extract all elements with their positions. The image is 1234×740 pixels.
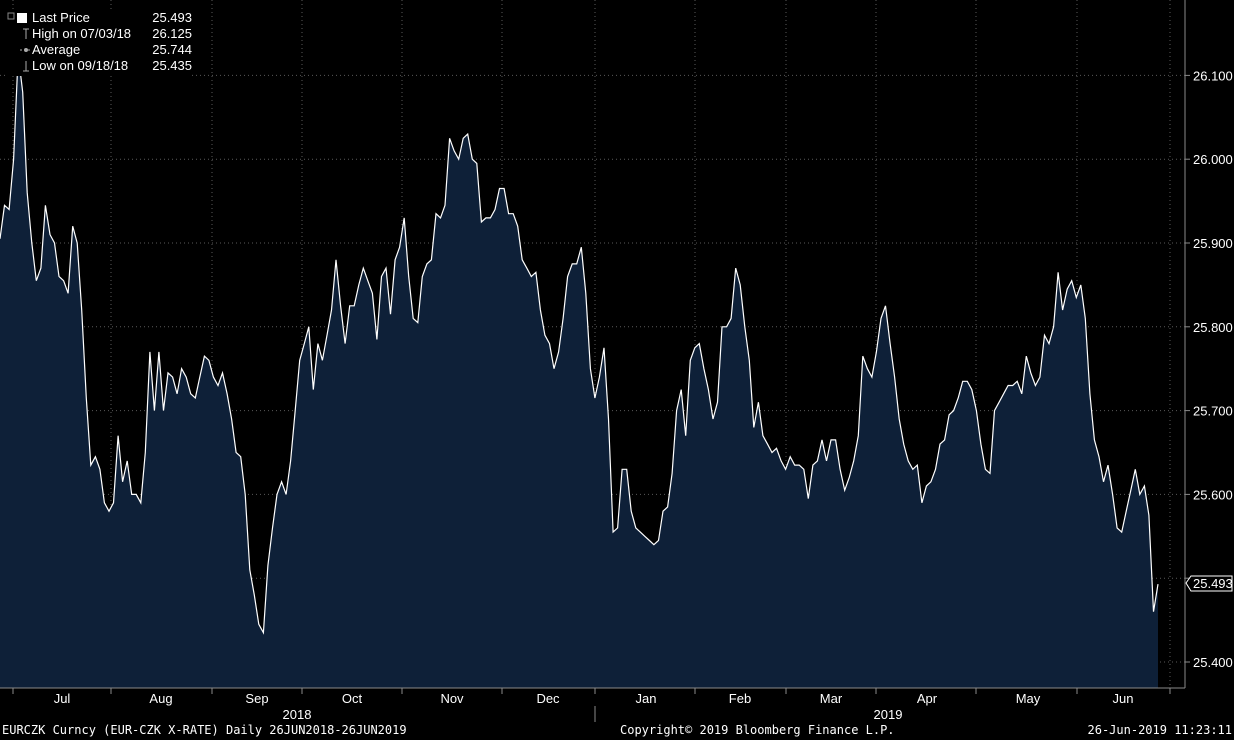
x-month-label: Feb (729, 691, 751, 706)
legend-high-value: 26.125 (152, 26, 192, 41)
last-value-marker: 25.493 (1185, 575, 1233, 592)
average-marker-icon (6, 42, 32, 58)
price-line (0, 54, 1159, 635)
footer-timestamp: 26-Jun-2019 11:23:11 (1087, 723, 1233, 737)
x-year-label: 2018 (283, 707, 312, 722)
x-month-label: Apr (917, 691, 938, 706)
y-tick-label: 25.700 (1193, 404, 1233, 419)
x-month-label: May (1016, 691, 1041, 706)
y-tick-label: 25.800 (1193, 320, 1233, 335)
x-month-label: Mar (820, 691, 843, 706)
x-month-label: Nov (440, 691, 464, 706)
legend-low-label: Low on 09/18/18 (32, 58, 129, 73)
legend-average-label: Average (32, 42, 81, 57)
last-value-box (1185, 575, 1233, 592)
legend: Last Price 25.493 High on 07/03/18 26.12… (6, 10, 192, 76)
legend-row-high: High on 07/03/18 26.125 (6, 26, 192, 42)
y-tick-label: 25.600 (1193, 487, 1233, 502)
y-tick-label: 26.100 (1193, 68, 1233, 83)
x-axis-ticks: Jul Aug Sep Oct Nov Dec Jan Feb Mar Apr May Jun 2018… (12, 688, 1171, 722)
low-marker-icon (6, 58, 32, 74)
last-price-square-icon (6, 10, 32, 26)
x-month-label: Jun (1113, 691, 1134, 706)
x-year-label: 2019 (874, 707, 903, 722)
legend-average-value: 25.744 (152, 42, 192, 57)
footer-ticker-info: EURCZK Curncy (EUR-CZK X-RATE) Daily 26J… (2, 723, 407, 737)
high-marker-icon (6, 26, 32, 42)
y-tick-label: 25.900 (1193, 236, 1233, 251)
legend-row-average: Average 25.744 (6, 42, 192, 58)
y-axis-ticks: 25.400 25.600 25.700 25.800 25.900 26.000 26.1… (1185, 68, 1233, 670)
price-area (0, 54, 1158, 688)
legend-last-price-label: Last Price (32, 10, 90, 25)
x-month-label: Oct (342, 691, 363, 706)
last-value-label: 25.493 (1193, 576, 1233, 591)
footer-copyright: Copyright© 2019 Bloomberg Finance L.P. (620, 723, 895, 737)
x-month-label: Jan (636, 691, 657, 706)
x-month-label: Aug (149, 691, 172, 706)
y-tick-label: 26.000 (1193, 152, 1233, 167)
x-month-label: Jul (54, 691, 71, 706)
y-tick-label: 25.400 (1193, 655, 1233, 670)
legend-low-value: 25.435 (152, 58, 192, 73)
x-month-label: Dec (536, 691, 560, 706)
legend-row-low: Low on 09/18/18 25.435 (6, 58, 192, 74)
legend-row-last-price: Last Price 25.493 (6, 10, 192, 26)
legend-last-price-value: 25.493 (152, 10, 192, 25)
legend-high-label: High on 07/03/18 (32, 26, 132, 41)
x-month-label: Sep (245, 691, 268, 706)
